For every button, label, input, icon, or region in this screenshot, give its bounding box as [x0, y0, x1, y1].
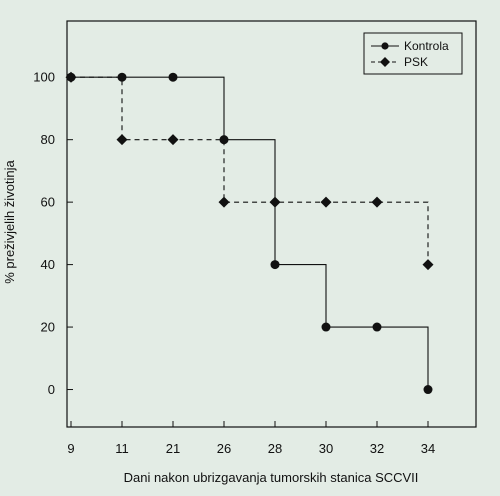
legend-box: [363, 32, 463, 75]
y-tick-label: 100: [33, 70, 55, 85]
y-tick-label: 0: [48, 382, 55, 397]
data-point-kontrola: [168, 72, 178, 82]
data-point-psk: [167, 134, 179, 146]
legend-psk-label: PSK: [404, 55, 428, 69]
x-tick-label: 26: [217, 441, 231, 456]
y-tick-label: 40: [41, 257, 55, 272]
data-point-psk: [116, 134, 128, 146]
x-tick-label: 11: [115, 441, 129, 456]
legend-psk-marker: [380, 57, 390, 67]
plot-frame: [66, 20, 477, 428]
data-point-kontrola: [270, 260, 280, 270]
x-tick-label: 32: [370, 441, 384, 456]
series-line-kontrola: [71, 76, 429, 390]
legend-kontrola-marker: [381, 42, 389, 50]
data-point-psk: [218, 196, 230, 208]
series-line-psk: [71, 76, 429, 265]
x-tick-label: 30: [319, 441, 333, 456]
y-tick-label: 60: [41, 195, 55, 210]
data-point-psk: [320, 196, 332, 208]
data-point-kontrola: [372, 322, 382, 332]
x-axis-label: Dani nakon ubrizgavanja tumorskih stanic…: [124, 470, 419, 485]
data-point-psk: [371, 196, 383, 208]
legend: Kontrola PSK: [363, 32, 463, 75]
ticks-layer: 9 11 21 26 28 30 32 34 0 20 40 60 80 100: [33, 70, 435, 456]
legend-kontrola-label: Kontrola: [404, 39, 449, 53]
data-point-psk: [422, 259, 434, 271]
data-point-kontrola: [423, 385, 433, 395]
x-tick-label: 9: [67, 441, 74, 456]
data-point-kontrola: [117, 72, 127, 82]
data-point-kontrola: [321, 322, 331, 332]
series-layer: [65, 71, 434, 395]
x-tick-label: 34: [421, 441, 435, 456]
data-point-kontrola: [219, 135, 229, 145]
y-tick-label: 20: [41, 320, 55, 335]
y-tick-label: 80: [41, 132, 55, 147]
data-point-psk: [65, 71, 77, 83]
x-tick-label: 21: [166, 441, 180, 456]
y-axis-label: % preživjelih životinja: [2, 159, 17, 283]
data-point-psk: [269, 196, 281, 208]
x-tick-label: 28: [268, 441, 282, 456]
